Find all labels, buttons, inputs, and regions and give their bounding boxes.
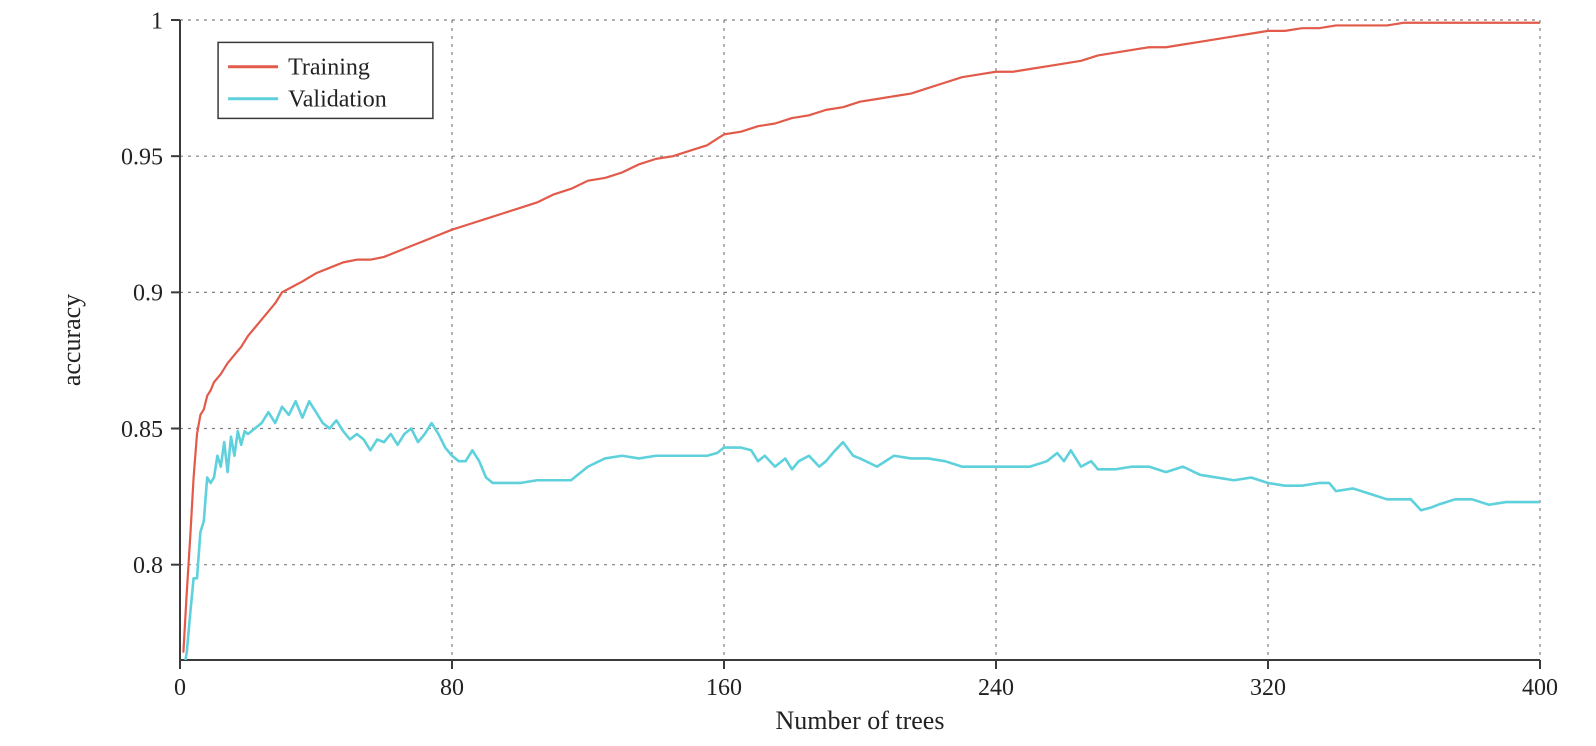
x-tick-label: 240 [978,675,1014,701]
y-tick-label: 0.85 [121,417,163,443]
y-tick-label: 1 [151,8,163,34]
legend: Training Validation [218,42,433,118]
chart-svg: 0 80 160 240 320 400 0.8 0.85 0.9 0.95 1 Number of … [0,0,1596,746]
y-tick-label: 0.95 [121,145,163,171]
y-tick-label: 0.8 [133,553,163,579]
x-tick-label: 0 [174,675,186,701]
y-tick-label: 0.9 [133,281,163,307]
legend-label: Validation [288,87,387,113]
x-tick-label: 160 [706,675,742,701]
x-tick-label: 80 [440,675,464,701]
x-tick-label: 320 [1250,675,1286,701]
x-tick-label: 400 [1522,675,1558,701]
y-axis-label: accuracy [57,294,86,386]
x-axis-label: Number of trees [776,706,945,735]
legend-label: Training [288,55,370,81]
accuracy-vs-trees-chart: 0 80 160 240 320 400 0.8 0.85 0.9 0.95 1 Number of … [0,0,1596,746]
